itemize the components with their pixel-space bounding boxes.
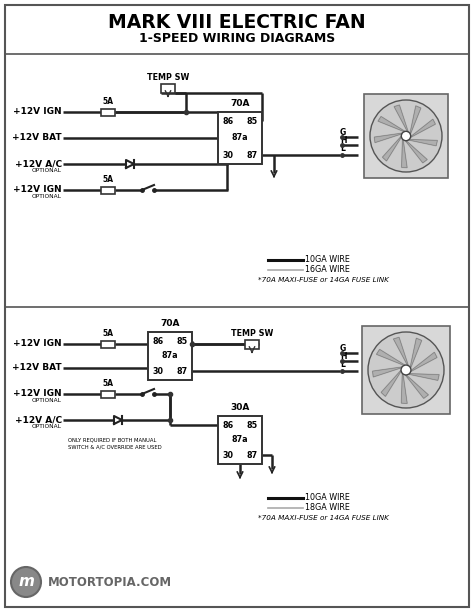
Polygon shape [410, 338, 422, 368]
Text: H: H [340, 352, 346, 361]
Text: G: G [340, 128, 346, 137]
Text: MARK VIII ELECTRIC FAN: MARK VIII ELECTRIC FAN [108, 13, 366, 32]
Text: 1-SPEED WIRING DIAGRAMS: 1-SPEED WIRING DIAGRAMS [139, 32, 335, 45]
Polygon shape [409, 374, 439, 380]
Text: 85: 85 [247, 420, 258, 430]
Polygon shape [383, 136, 401, 161]
Polygon shape [401, 139, 407, 168]
Text: SWITCH & A/C OVERRIDE ARE USED: SWITCH & A/C OVERRIDE ARE USED [68, 444, 162, 449]
Text: OPTIONAL: OPTIONAL [32, 398, 62, 403]
Text: +12V A/C: +12V A/C [15, 160, 62, 168]
Text: +12V IGN: +12V IGN [13, 340, 62, 348]
Text: OPTIONAL: OPTIONAL [32, 195, 62, 200]
Text: 87a: 87a [162, 351, 178, 360]
Bar [101, 108, 115, 116]
Text: 86: 86 [222, 420, 233, 430]
Text: 70A: 70A [160, 319, 180, 328]
Text: MOTORTOPIA.COM: MOTORTOPIA.COM [48, 575, 172, 589]
Text: 5A: 5A [102, 176, 113, 184]
Text: 87: 87 [177, 367, 188, 376]
Text: 10GA WIRE: 10GA WIRE [305, 255, 350, 264]
Text: ONLY REQUIRED IF BOTH MANUAL: ONLY REQUIRED IF BOTH MANUAL [68, 438, 156, 442]
Text: +12V IGN: +12V IGN [13, 185, 62, 195]
Text: TEMP SW: TEMP SW [147, 72, 189, 81]
Text: +12V IGN: +12V IGN [13, 389, 62, 398]
Polygon shape [405, 375, 428, 398]
Text: 5A: 5A [102, 379, 113, 389]
Text: 70A: 70A [230, 99, 250, 108]
Bar [218, 416, 262, 464]
Polygon shape [394, 105, 408, 132]
Text: *70A MAXI-FUSE or 14GA FUSE LINK: *70A MAXI-FUSE or 14GA FUSE LINK [258, 277, 389, 283]
Bar [245, 340, 259, 348]
Text: OPTIONAL: OPTIONAL [32, 168, 62, 173]
Text: TEMP SW: TEMP SW [231, 329, 273, 337]
Text: +12V BAT: +12V BAT [12, 133, 62, 143]
Text: 5A: 5A [102, 329, 113, 338]
Bar [364, 94, 448, 178]
Circle shape [368, 332, 444, 408]
Text: L: L [340, 360, 345, 369]
Bar [101, 390, 115, 398]
Bar [101, 340, 115, 348]
Text: 30: 30 [152, 367, 163, 376]
Text: 5A: 5A [102, 97, 113, 106]
Text: *70A MAXI-FUSE or 14GA FUSE LINK: *70A MAXI-FUSE or 14GA FUSE LINK [258, 515, 389, 521]
Polygon shape [393, 337, 408, 365]
Text: G: G [340, 344, 346, 353]
Circle shape [401, 365, 411, 375]
Text: +12V IGN: +12V IGN [13, 108, 62, 116]
Circle shape [401, 132, 410, 141]
Polygon shape [410, 353, 437, 371]
Text: 87: 87 [247, 450, 258, 460]
Circle shape [11, 567, 41, 597]
Text: H: H [340, 136, 346, 145]
Bar [161, 83, 175, 92]
Polygon shape [374, 133, 402, 143]
Polygon shape [378, 116, 405, 132]
Text: 85: 85 [247, 116, 258, 125]
Bar [101, 187, 115, 193]
Text: 86: 86 [152, 337, 163, 346]
Circle shape [370, 100, 442, 172]
Text: 30: 30 [222, 450, 233, 460]
Text: 16GA WIRE: 16GA WIRE [305, 266, 350, 275]
Polygon shape [405, 141, 427, 163]
Text: OPTIONAL: OPTIONAL [32, 425, 62, 430]
Polygon shape [376, 349, 405, 365]
Bar [148, 332, 192, 380]
Text: 30: 30 [222, 151, 233, 160]
Text: 30A: 30A [230, 403, 250, 412]
Polygon shape [409, 140, 438, 146]
Polygon shape [373, 367, 402, 377]
Text: +12V A/C: +12V A/C [15, 416, 62, 425]
Text: 87: 87 [247, 151, 258, 160]
Text: 85: 85 [177, 337, 188, 346]
Polygon shape [401, 373, 407, 403]
Text: 18GA WIRE: 18GA WIRE [305, 504, 350, 512]
Polygon shape [410, 119, 436, 138]
Bar [362, 326, 450, 414]
Text: 10GA WIRE: 10GA WIRE [305, 493, 350, 502]
Text: m: m [18, 575, 34, 589]
Text: 86: 86 [222, 116, 233, 125]
Polygon shape [410, 106, 421, 134]
Text: +12V BAT: +12V BAT [12, 364, 62, 373]
Text: 87a: 87a [232, 133, 248, 143]
Bar [218, 112, 262, 164]
Text: L: L [340, 144, 345, 153]
Polygon shape [381, 370, 401, 397]
Text: 87a: 87a [232, 436, 248, 444]
